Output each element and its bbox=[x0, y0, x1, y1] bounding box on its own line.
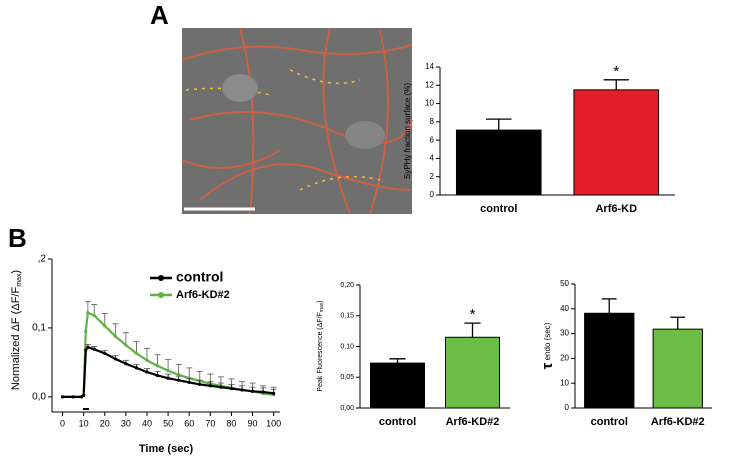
point bbox=[92, 313, 96, 318]
point bbox=[145, 358, 149, 362]
y-tick-label: 0,00 bbox=[340, 405, 354, 412]
y-tick-label: 2 bbox=[430, 172, 435, 181]
point bbox=[113, 357, 117, 361]
point bbox=[113, 334, 117, 338]
x-tick-label: 0 bbox=[60, 418, 65, 428]
point bbox=[166, 376, 170, 380]
x-tick-label: Arf6-KD#2 bbox=[651, 416, 705, 428]
x-tick-label: 10 bbox=[79, 418, 89, 428]
y-tick-label: 8 bbox=[430, 117, 435, 126]
x-tick-label: control bbox=[379, 416, 416, 428]
y-tick-label: 6 bbox=[430, 135, 435, 144]
point bbox=[145, 370, 149, 374]
point bbox=[240, 388, 244, 392]
point bbox=[187, 380, 191, 384]
point bbox=[261, 390, 265, 394]
x-tick-label: 80 bbox=[226, 418, 236, 428]
point bbox=[71, 395, 75, 399]
legend-label: Arf6-KD#2 bbox=[176, 289, 230, 301]
legend-marker bbox=[158, 275, 164, 281]
x-tick-label: 90 bbox=[248, 418, 258, 428]
point bbox=[155, 364, 160, 368]
point bbox=[166, 369, 170, 373]
y-tick-label: ,2 bbox=[38, 254, 47, 265]
x-tick-label: 100 bbox=[266, 418, 281, 428]
point bbox=[155, 373, 160, 378]
x-axis-label: Time (sec) bbox=[139, 443, 194, 455]
point bbox=[177, 378, 181, 382]
y-tick-label: 12 bbox=[425, 80, 434, 89]
y-axis-label: Normalized ΔF (ΔF/Fmax) bbox=[10, 270, 23, 390]
legend-label: control bbox=[176, 269, 223, 285]
y-tick-label: 20 bbox=[560, 354, 569, 363]
x-tick-label: control bbox=[480, 203, 517, 215]
y-tick-label: 0,0 bbox=[32, 391, 46, 402]
panel-label: B bbox=[8, 223, 27, 253]
point bbox=[82, 393, 86, 398]
y-tick-label: 0,20 bbox=[340, 282, 354, 289]
point bbox=[84, 348, 88, 352]
x-tick-label: 70 bbox=[205, 418, 215, 428]
point bbox=[177, 373, 181, 377]
y-tick-label: 0,1 bbox=[32, 323, 46, 334]
y-axis-label: SyPHy fraction surface (%) bbox=[403, 83, 412, 179]
x-tick-label: 30 bbox=[121, 418, 131, 428]
y-tick-label: 0 bbox=[430, 190, 435, 199]
y-tick-label: 50 bbox=[560, 279, 569, 288]
point bbox=[124, 343, 128, 347]
point bbox=[124, 362, 128, 366]
y-tick-label: 0 bbox=[565, 403, 570, 412]
point bbox=[208, 384, 212, 388]
bar bbox=[573, 89, 660, 196]
y-tick-label: 0,10 bbox=[340, 343, 354, 350]
point bbox=[92, 347, 96, 351]
point bbox=[250, 389, 255, 393]
point bbox=[86, 345, 90, 349]
point bbox=[198, 382, 202, 387]
point bbox=[229, 386, 234, 391]
x-tick-label: 20 bbox=[100, 418, 110, 428]
x-tick-label: 50 bbox=[163, 418, 173, 428]
point bbox=[103, 324, 107, 328]
point bbox=[103, 351, 107, 356]
bar bbox=[652, 328, 703, 409]
y-tick-label: 40 bbox=[560, 304, 569, 313]
point bbox=[84, 329, 88, 333]
point bbox=[219, 385, 223, 389]
x-tick-label: 40 bbox=[142, 418, 152, 428]
y-tick-label: 0,05 bbox=[340, 374, 354, 381]
y-tick-label: 0,15 bbox=[340, 313, 354, 320]
y-tick-label: 10 bbox=[560, 378, 569, 387]
point bbox=[86, 311, 90, 315]
x-tick-label: control bbox=[591, 416, 628, 428]
y-axis-label: τ endo (sec) bbox=[539, 322, 556, 369]
panel-label: A bbox=[150, 0, 169, 30]
point bbox=[134, 351, 139, 356]
annotation: * bbox=[470, 306, 476, 323]
series-line bbox=[62, 345, 274, 398]
x-tick-label: 60 bbox=[184, 418, 194, 428]
y-tick-label: 4 bbox=[430, 154, 435, 163]
y-tick-label: 10 bbox=[425, 99, 434, 108]
bar bbox=[455, 129, 542, 196]
bar bbox=[445, 336, 500, 409]
micrograph bbox=[181, 27, 413, 215]
point bbox=[272, 391, 276, 395]
y-tick-label: 30 bbox=[560, 329, 569, 338]
annotation: * bbox=[613, 63, 619, 80]
bar bbox=[370, 362, 425, 409]
x-tick-label: Arf6-KD#2 bbox=[446, 416, 500, 428]
legend-marker bbox=[158, 292, 164, 298]
point bbox=[60, 395, 65, 399]
x-tick-label: Arf6-KD bbox=[595, 203, 637, 215]
y-tick-label: 14 bbox=[425, 62, 434, 71]
point bbox=[134, 366, 139, 370]
y-axis-label: Peak Fluorescence (ΔF/Fmax) bbox=[317, 300, 325, 391]
bar bbox=[584, 312, 635, 409]
